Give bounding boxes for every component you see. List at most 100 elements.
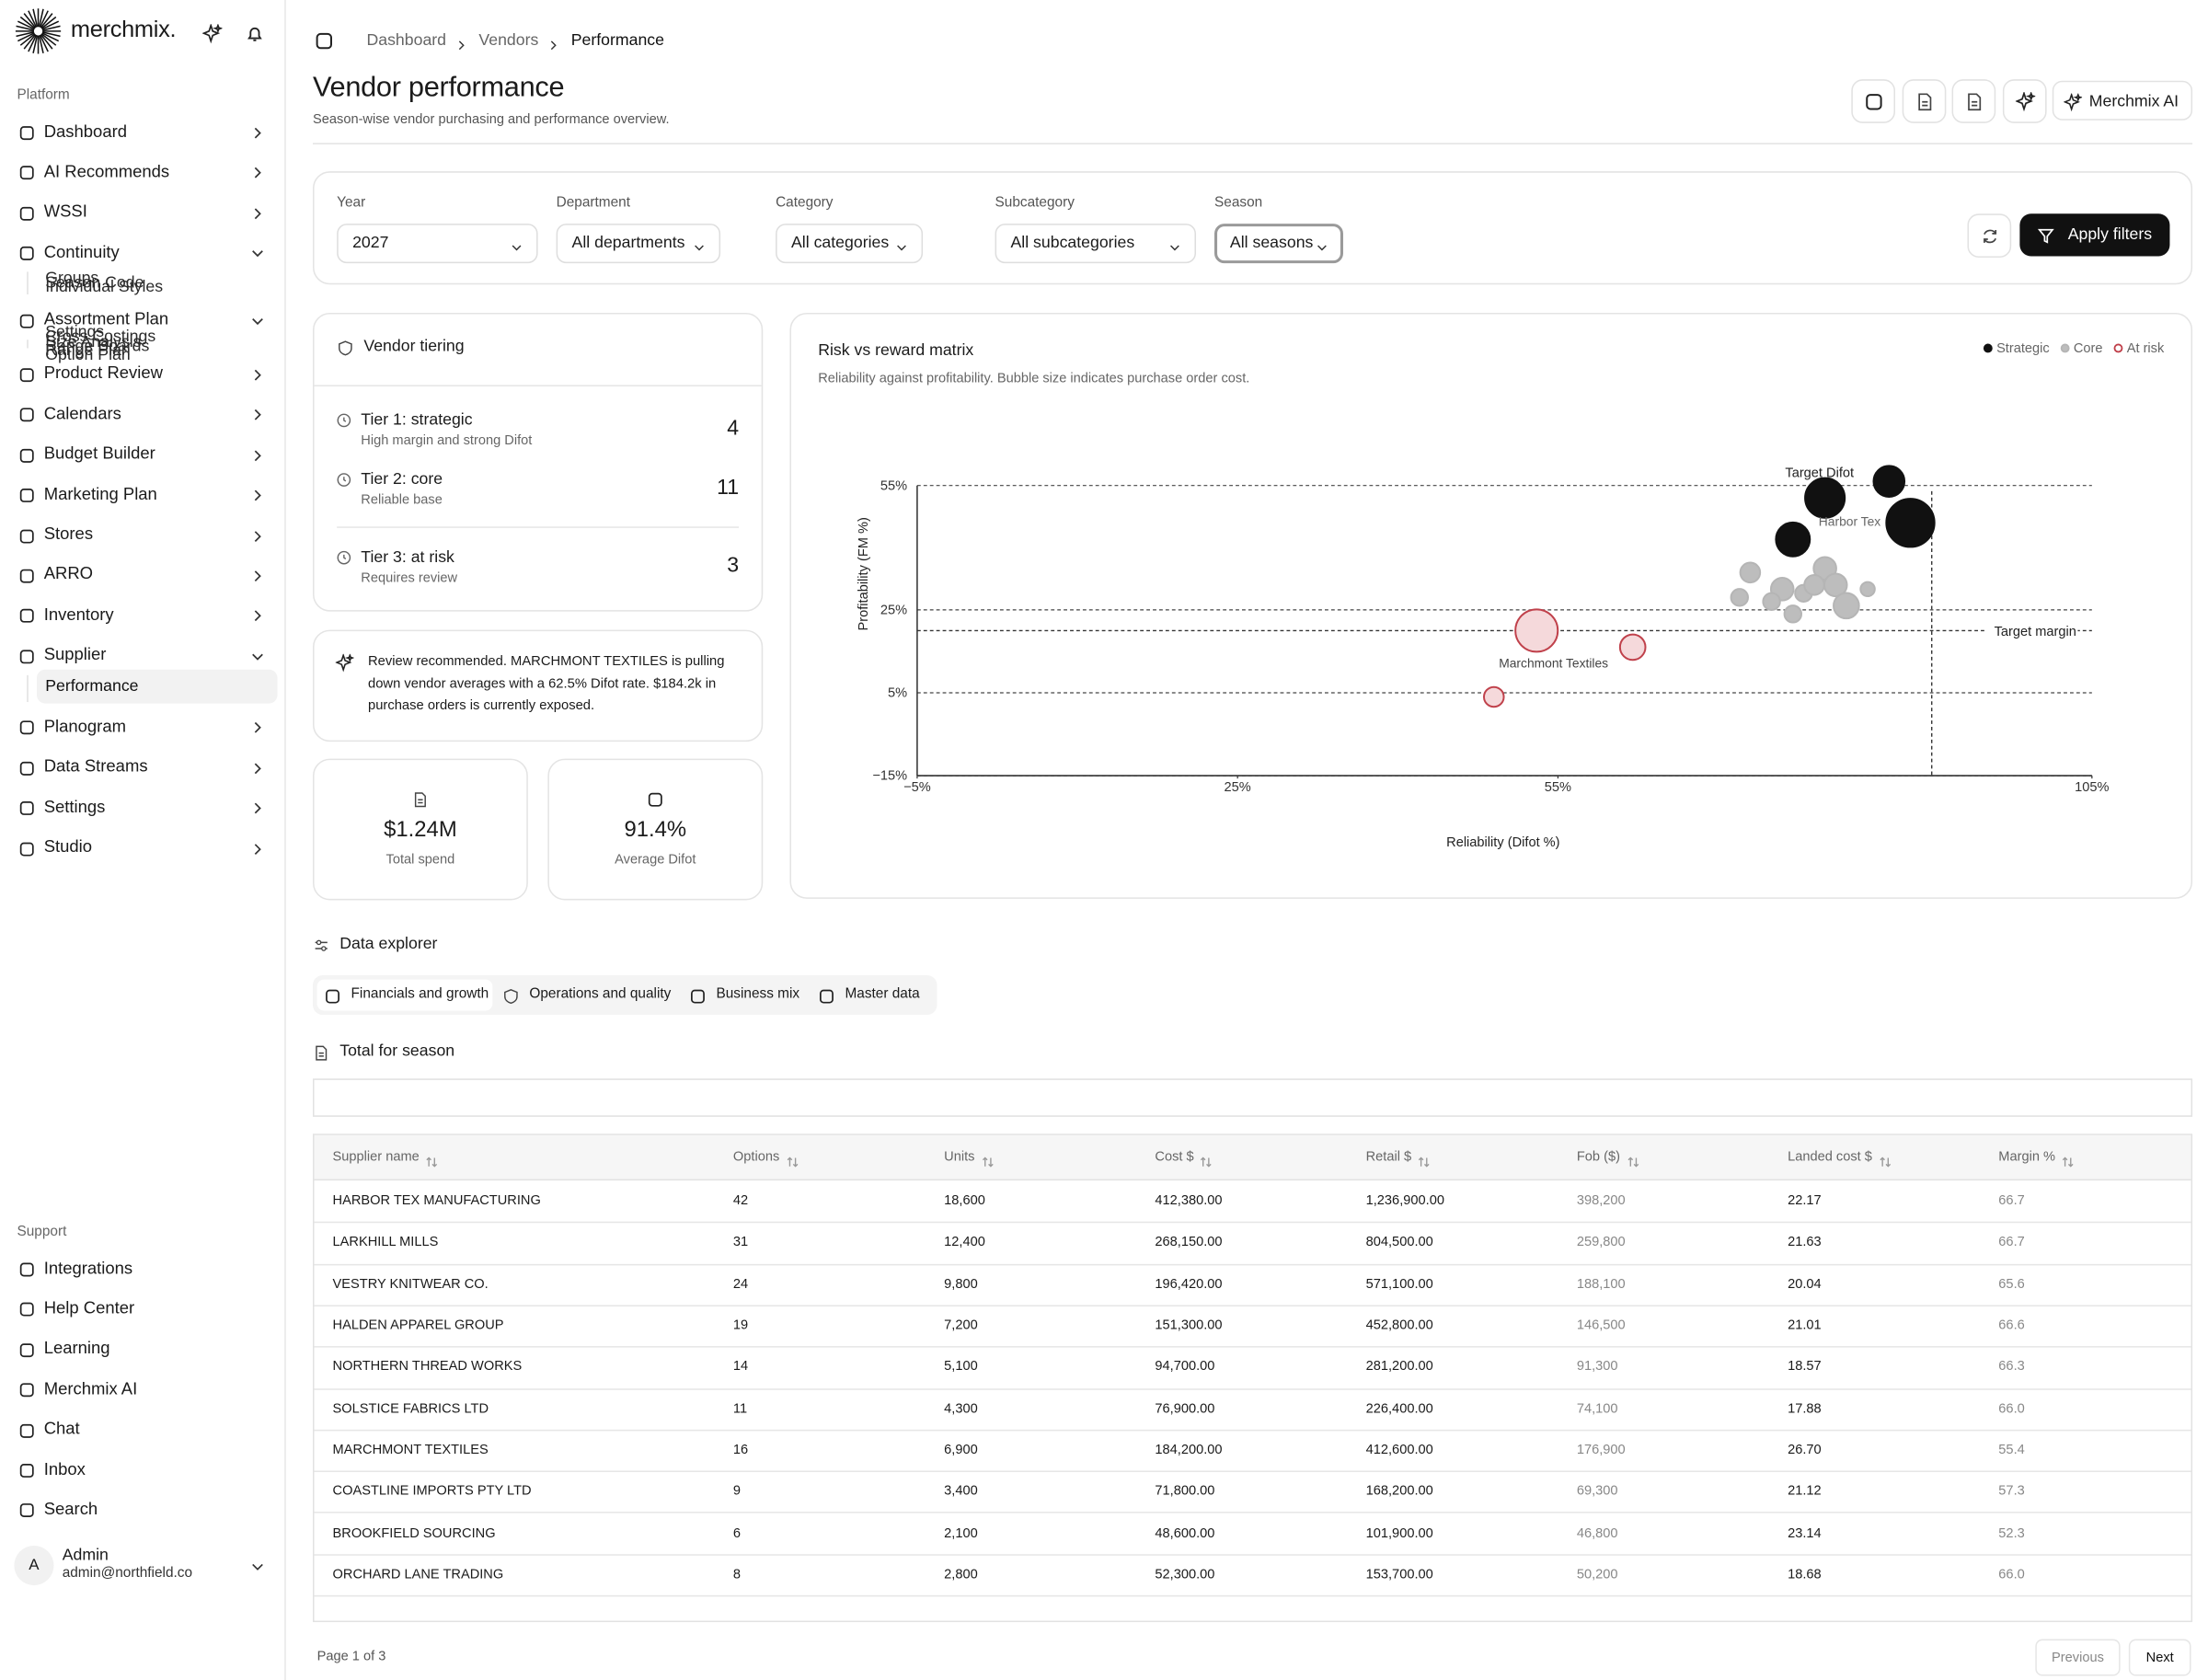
column-header[interactable]: Retail $ [1365, 1149, 1412, 1166]
nav-label: Studio [43, 836, 93, 857]
tab[interactable]: Business mix [683, 980, 853, 1011]
tab-label: Financials and growth [351, 985, 489, 1002]
breadcrumb-item[interactable]: Vendors [478, 32, 539, 50]
nav-item[interactable]: ARRO [8, 556, 277, 593]
row-divider [314, 1429, 2191, 1432]
nav-item[interactable]: Supplier [8, 637, 277, 673]
filter-select[interactable]: All subcategories [995, 224, 1196, 264]
nav-item[interactable]: Planogram [8, 708, 277, 745]
nav-item[interactable]: Marketing Plan [8, 476, 277, 512]
sidebar-toggle[interactable] [315, 31, 335, 52]
nav-label: Data Streams [43, 755, 148, 777]
filter-select[interactable]: All seasons [1213, 224, 1343, 264]
nav-subitem[interactable]: Settings [37, 316, 278, 351]
nav-label: Integrations [43, 1257, 133, 1278]
nav-subitem[interactable]: Season Code [37, 267, 278, 301]
table-cell: 74,100 [1576, 1400, 1618, 1417]
nav-label: Calendars [43, 403, 121, 423]
sort-icon [425, 1151, 439, 1168]
column-header[interactable]: Cost $ [1155, 1149, 1194, 1166]
support-item[interactable]: Merchmix AI [8, 1371, 277, 1408]
column-header[interactable]: Options [732, 1149, 780, 1166]
user-menu[interactable]: A Admin admin@northfield.co [8, 1540, 277, 1591]
nav-subitem[interactable]: Range Plan [37, 334, 278, 368]
column-header[interactable]: Units [944, 1149, 975, 1166]
divider [314, 385, 762, 386]
support-item[interactable]: Chat [8, 1410, 277, 1447]
icon [2014, 90, 2036, 112]
nav-chevron-glyph [252, 317, 263, 325]
column-header[interactable]: Supplier name [332, 1149, 420, 1166]
toolbar-button[interactable] [1951, 79, 1996, 123]
nav-item[interactable]: Settings [8, 788, 277, 825]
nav-item[interactable]: WSSI [8, 193, 277, 230]
column-header[interactable]: Margin % [1998, 1149, 2056, 1166]
nav-item[interactable]: Continuity [8, 234, 277, 270]
table-cell: 8 [732, 1566, 742, 1582]
table-cell: 21.12 [1788, 1483, 1822, 1500]
icon [18, 445, 35, 463]
toolbar-button[interactable] [1901, 79, 1946, 123]
nav-item[interactable]: Budget Builder [8, 435, 277, 472]
nav-item[interactable]: Inventory [8, 596, 277, 633]
table-cell: COASTLINE IMPORTS PTY LTD [332, 1483, 532, 1500]
column-header[interactable]: Fob ($) [1576, 1149, 1620, 1166]
support-item[interactable]: Help Center [8, 1290, 277, 1327]
breadcrumb-item[interactable]: Dashboard [366, 32, 447, 50]
nav-item[interactable]: Data Streams [8, 748, 277, 785]
nav-item[interactable]: Dashboard [8, 113, 277, 150]
table-cell: 226,400.00 [1365, 1400, 1433, 1417]
table-cell: 153,700.00 [1365, 1566, 1433, 1582]
nav-chevron [249, 123, 266, 140]
x-tick-label: 25% [1225, 780, 1251, 795]
toolbar-button[interactable] [1851, 79, 1895, 123]
nav-item[interactable]: Assortment Plan [8, 301, 277, 338]
agent-button[interactable] [201, 22, 224, 44]
bubble [1783, 604, 1803, 624]
nav-subitem[interactable]: Performance [36, 669, 278, 704]
tier-name: Tier 3: at risk [361, 548, 454, 567]
filter-select[interactable]: All categories [776, 224, 924, 264]
column-header[interactable]: Landed cost $ [1788, 1149, 1872, 1166]
tiering-card: Vendor tiering Tier 1: strategic High marg… [312, 312, 764, 612]
nav-subitem[interactable]: Groups [37, 262, 278, 296]
support-item[interactable]: Learning [8, 1330, 277, 1367]
icon-glyph [326, 989, 339, 1004]
nav-item[interactable]: Studio [8, 829, 277, 866]
nav-item[interactable]: AI Recommends [8, 154, 277, 190]
toolbar-button[interactable] [2002, 79, 2046, 123]
tab[interactable]: Financials and growth [316, 979, 493, 1011]
bubble [1872, 465, 1906, 498]
nav-item[interactable]: Calendars [8, 396, 277, 432]
nav-item[interactable]: Stores [8, 516, 277, 553]
ai-button[interactable]: Merchmix AI [2052, 80, 2193, 121]
tab[interactable]: Operations and quality [495, 980, 671, 1011]
next-button[interactable]: Next [2128, 1639, 2191, 1676]
sort-icon [1200, 1151, 1213, 1168]
icon [1915, 92, 1935, 112]
bubble [1823, 572, 1848, 598]
apply-button[interactable]: Apply filters [2019, 213, 2170, 257]
nav-item[interactable]: Product Review [8, 355, 277, 392]
table-cell: 7,200 [944, 1318, 978, 1334]
icon-glyph [19, 1383, 34, 1398]
support-item[interactable]: Search [8, 1491, 277, 1528]
notifications-button[interactable] [245, 24, 265, 44]
sort-glyph [982, 1156, 994, 1168]
filter-select[interactable]: All departments [556, 224, 721, 264]
table-cell: 18,600 [944, 1193, 985, 1210]
nav-sublabel: Settings [45, 324, 105, 342]
nav-subitem[interactable]: Size Analysis [37, 325, 278, 359]
previous-button[interactable]: Previous [2035, 1639, 2121, 1676]
support-item[interactable]: Inbox [8, 1451, 277, 1488]
nav-subitem[interactable]: Cross Costings [37, 321, 278, 355]
filter-select[interactable]: 2027 [337, 224, 538, 264]
icon-glyph [19, 247, 34, 261]
nav-subitem[interactable]: Individual Styles [37, 271, 278, 305]
support-item[interactable]: Integrations [8, 1249, 277, 1286]
nav-subitem[interactable]: Option Plan [37, 339, 278, 373]
nav-chevron [249, 839, 266, 856]
nav-subitem[interactable]: Range Boards [37, 329, 278, 363]
reset-button[interactable] [1967, 213, 2012, 258]
tab[interactable]: Master data [811, 980, 982, 1011]
